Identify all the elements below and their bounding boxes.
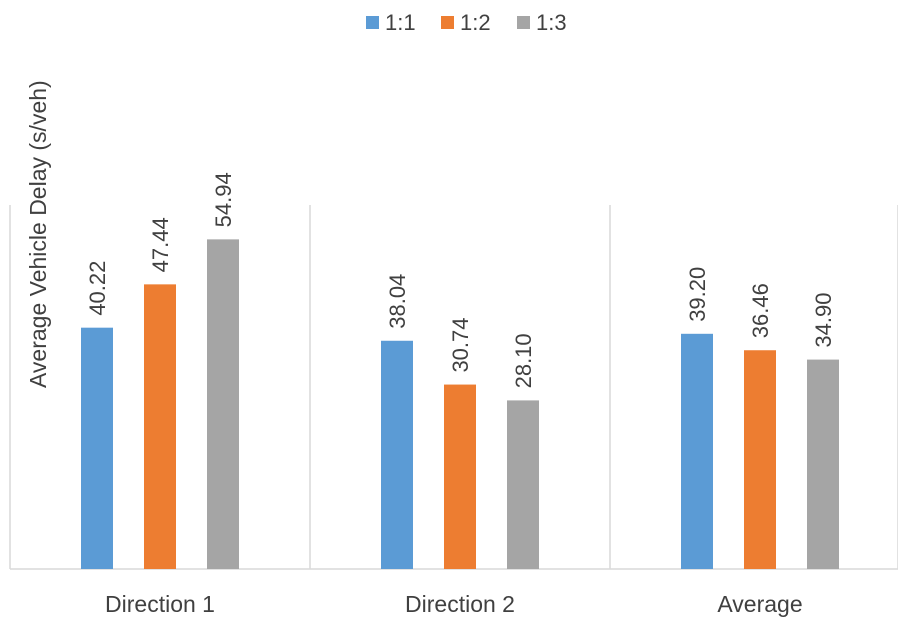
x-tick-label: Direction 1 — [105, 591, 215, 617]
x-tick-label: Direction 2 — [405, 591, 515, 617]
legend-swatch — [441, 16, 454, 29]
legend-swatch — [366, 16, 379, 29]
legend-label: 1:2 — [460, 10, 491, 35]
x-tick-labels: Direction 1 Direction 2 Average — [105, 591, 803, 617]
x-tick-label: Average — [717, 591, 802, 617]
data-label: 38.04 — [385, 274, 410, 329]
bar-1-2-direction-2 — [444, 384, 476, 569]
bar-1-1-average — [681, 333, 713, 569]
bar-1-2-direction-1 — [144, 284, 176, 569]
legend-label: 1:1 — [385, 10, 416, 35]
legend-label: 1:3 — [536, 10, 567, 35]
legend-swatch — [517, 16, 530, 29]
data-label: 34.90 — [811, 293, 836, 348]
legend: 1:1 1:2 1:3 — [366, 10, 567, 35]
data-label: 28.10 — [511, 333, 536, 388]
bar-1-1-direction-1 — [81, 327, 113, 569]
data-labels: 40.22 38.04 39.20 47.44 30.74 36.46 54.94 28.10… — [85, 172, 836, 388]
bars — [81, 239, 839, 570]
data-label: 39.20 — [685, 267, 710, 322]
bar-1-2-average — [744, 350, 776, 569]
bar-1-3-direction-1 — [207, 239, 239, 570]
bar-1-1-direction-2 — [381, 340, 413, 569]
data-label: 30.74 — [448, 317, 473, 372]
data-label: 40.22 — [85, 261, 110, 316]
bar-1-3-average — [807, 359, 839, 569]
data-label: 54.94 — [211, 172, 236, 227]
category-separators — [9, 205, 898, 569]
data-label: 36.46 — [748, 283, 773, 338]
data-label: 47.44 — [148, 217, 173, 272]
y-axis-title: Average Vehicle Delay (s/veh) — [25, 80, 51, 388]
bar-1-3-direction-2 — [507, 400, 539, 569]
